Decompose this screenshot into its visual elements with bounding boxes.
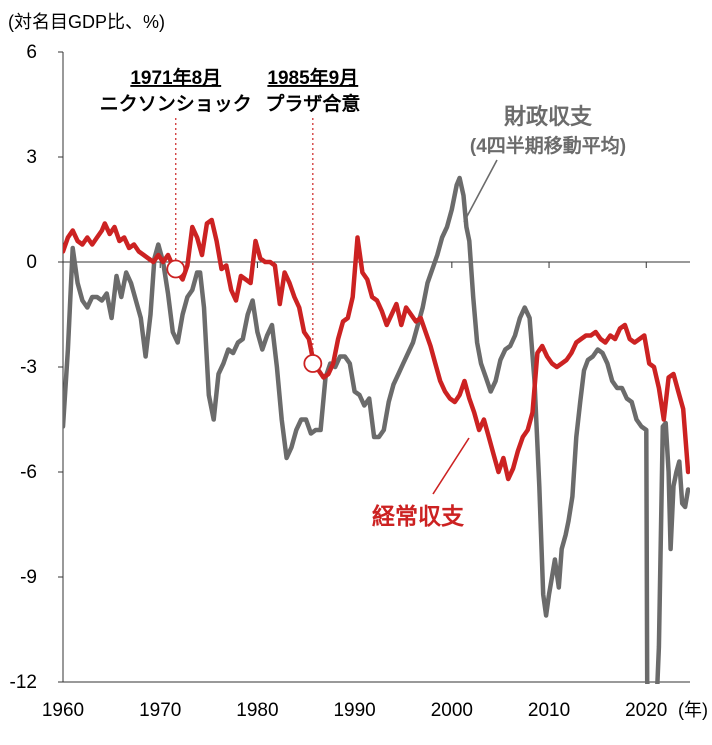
- y-tick-label: 6: [26, 42, 37, 63]
- annotation-marker-plaza: [303, 354, 323, 373]
- x-tick-label: 1980: [236, 700, 278, 721]
- y-tick-label: 0: [26, 252, 37, 273]
- series-label-fiscal: 財政収支: [504, 104, 593, 129]
- annotation-date-plaza: 1985年9月: [267, 66, 358, 89]
- x-tick-label: 2010: [528, 700, 570, 721]
- series-leader-current: [432, 437, 470, 495]
- series-line-fiscal: [63, 175, 690, 684]
- x-tick-label: 1960: [42, 700, 84, 721]
- annotation-date-nixon: 1971年8月: [130, 66, 221, 89]
- x-tick-label: 1990: [333, 700, 375, 721]
- series-label-current: 経常収支: [372, 503, 465, 529]
- y-axis-unit-label: (対名目GDP比、%): [8, 12, 165, 32]
- series-line-current: [63, 217, 690, 482]
- annotation-label-nixon: ニクソンショック: [100, 93, 252, 115]
- y-tick-label: -3: [20, 357, 37, 378]
- y-tick-label: -9: [20, 567, 37, 588]
- x-axis-unit-label: (年): [678, 700, 708, 720]
- x-tick-label: 1970: [139, 700, 181, 721]
- annotation-label-plaza: プラザ合意: [265, 92, 360, 115]
- series-lines: [63, 175, 690, 684]
- y-tick-label: -12: [10, 672, 37, 693]
- series-leader-fiscal: [463, 159, 498, 223]
- y-tick-label: 3: [26, 147, 37, 168]
- y-tick-label: -6: [20, 462, 37, 483]
- x-tick-label: 2000: [431, 700, 473, 721]
- x-tick-label: 2020: [625, 700, 667, 721]
- series-labels: 財政収支 (4四半期移動平均) 経常収支: [372, 104, 626, 529]
- series-label-fiscal-sub: (4四半期移動平均): [470, 134, 626, 157]
- annotation-marker-nixon: [166, 259, 186, 279]
